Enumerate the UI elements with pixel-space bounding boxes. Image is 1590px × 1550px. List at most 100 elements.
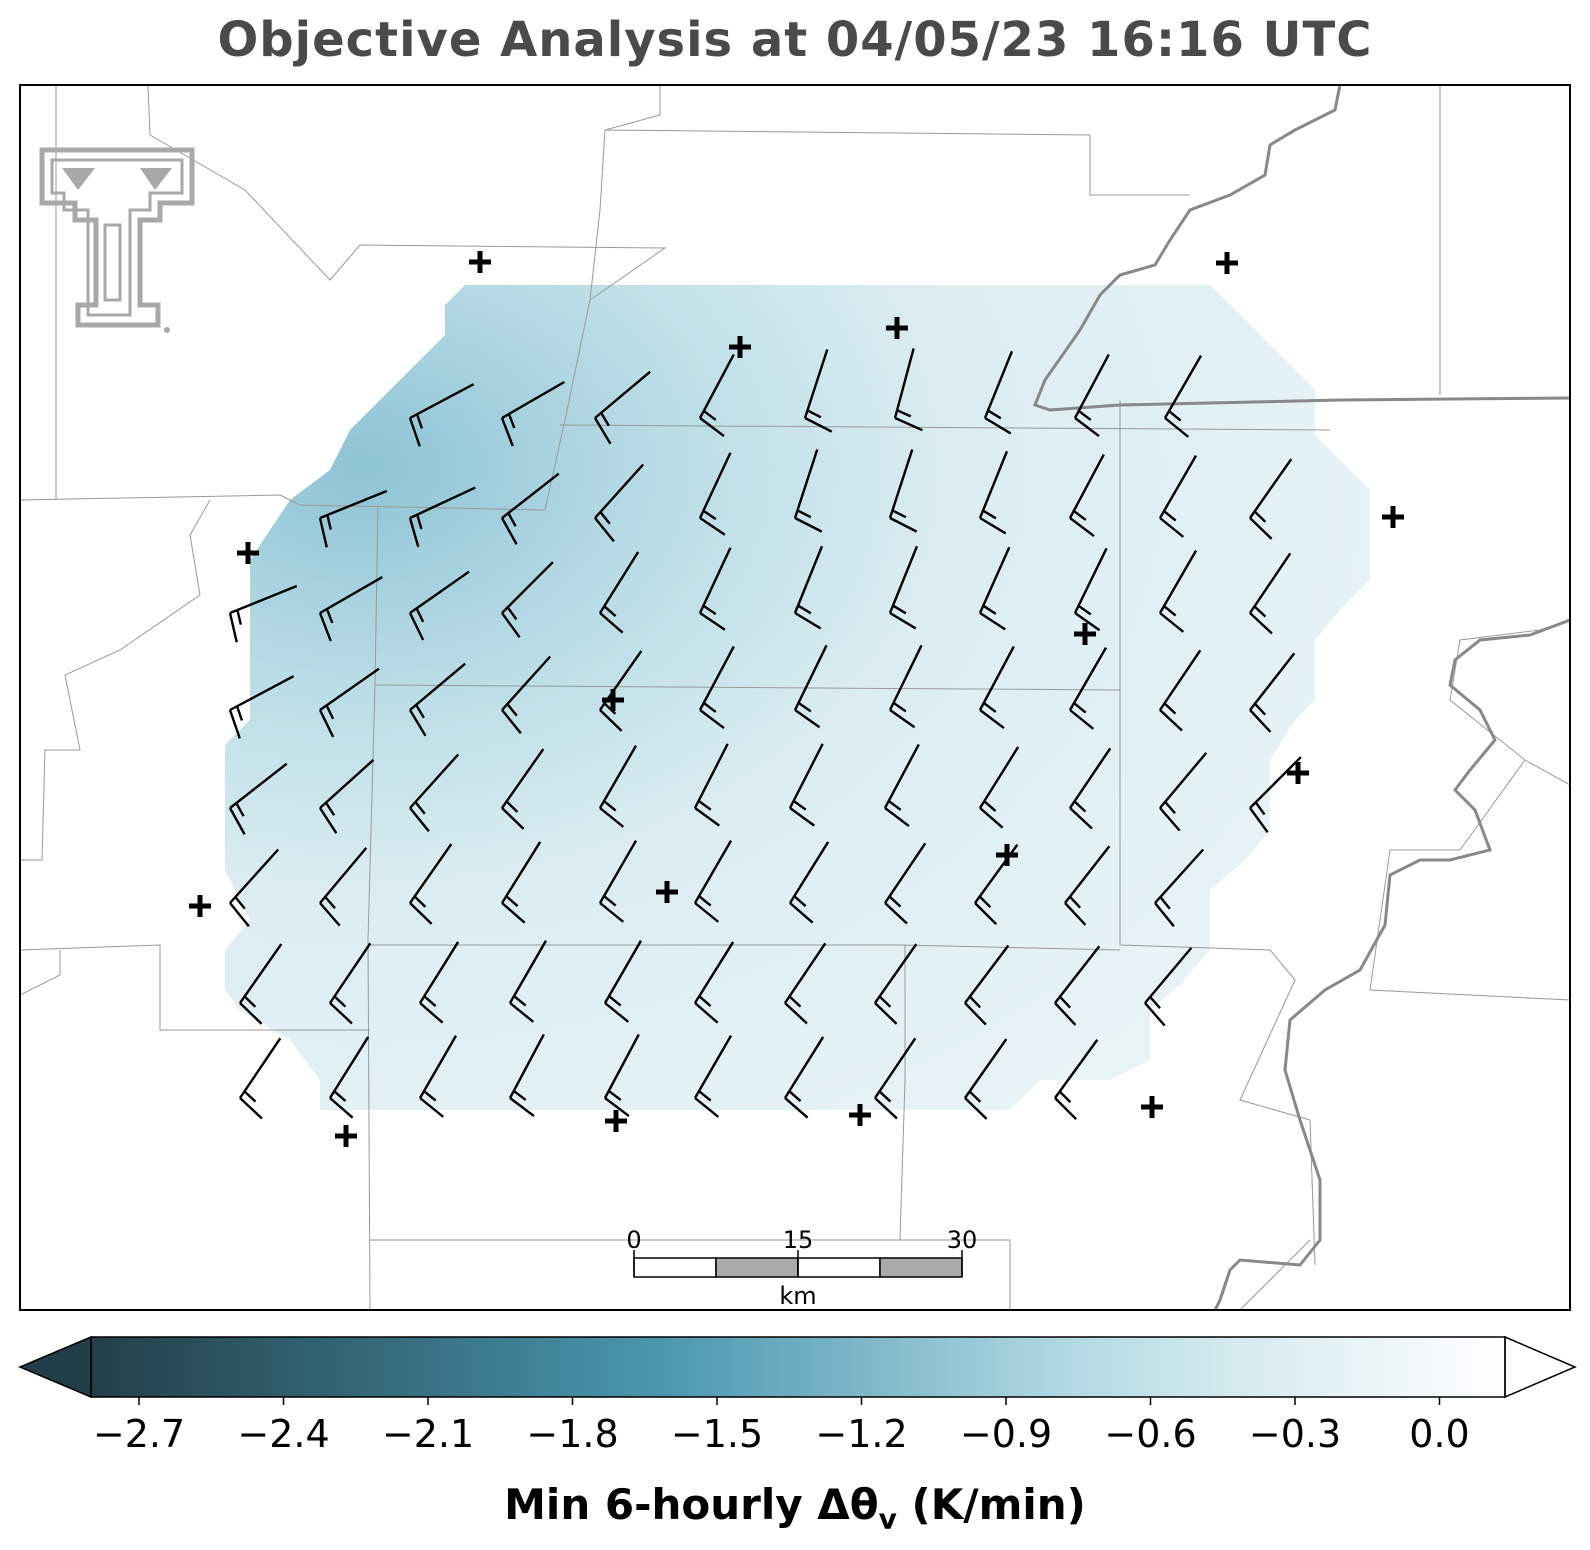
wind-barb-half-feather: [1073, 800, 1087, 813]
wind-barb: [418, 941, 460, 1004]
wind-barb: [693, 743, 729, 809]
wind-barb-feather: [699, 417, 725, 438]
plus-icon: [1141, 1096, 1163, 1118]
wind-barb-half-feather: [324, 896, 336, 909]
wind-barb-half-feather: [1254, 702, 1267, 716]
wind-barb-feather: [1154, 902, 1175, 928]
wind-barb: [793, 545, 824, 614]
wind-barb: [874, 1037, 917, 1099]
wind-barb-feather: [501, 807, 525, 830]
wind-barb: [239, 1037, 282, 1099]
wind-barb-feather: [1249, 807, 1269, 833]
scale-unit-label: km: [779, 1282, 816, 1310]
wind-barb: [328, 1036, 370, 1099]
wind-barb: [1163, 355, 1203, 419]
wind-barbs: [228, 348, 1302, 1121]
plus-icon: [1382, 506, 1404, 528]
wind-barb: [698, 547, 732, 614]
wind-barb-feather: [1249, 612, 1273, 635]
wind-barb-feather: [409, 807, 430, 833]
wind-barb: [874, 943, 918, 1004]
wind-barb-feather: [509, 1002, 535, 1023]
wind-barb: [501, 380, 565, 420]
wind-barb-half-feather: [234, 896, 246, 910]
wind-barb-feather: [239, 1002, 263, 1025]
wind-barb-half-feather: [968, 1090, 982, 1103]
wind-barb-feather: [599, 709, 623, 732]
plus-icon: [1287, 762, 1309, 784]
wind-barb: [329, 942, 372, 1004]
wind-barb-feather: [1069, 709, 1095, 730]
wind-barb: [978, 746, 1020, 809]
wind-barb-feather: [874, 1097, 898, 1120]
wind-barb: [693, 1035, 733, 1099]
wind-barb-feather: [894, 416, 923, 432]
wind-barb-feather: [318, 709, 335, 738]
wind-barb-feather: [694, 807, 720, 827]
wind-barb: [1054, 945, 1101, 1004]
wind-barb-feather: [694, 1002, 719, 1024]
wind-barb: [501, 561, 554, 614]
wind-barb: [978, 645, 1015, 711]
wind-barb-feather: [1144, 1002, 1166, 1027]
wind-barb-feather: [1249, 709, 1272, 733]
wind-barb-half-feather: [608, 1089, 622, 1101]
wind-barb-feather: [884, 807, 910, 828]
wind-barb-half-feather: [796, 509, 812, 519]
wind-barb-feather: [419, 1097, 445, 1118]
wind-barb-half-feather: [982, 509, 997, 520]
wind-barb-half-feather: [1253, 605, 1267, 618]
wind-barb-half-feather: [797, 604, 812, 615]
wind-barb: [788, 841, 830, 904]
wind-barb-feather: [889, 516, 918, 533]
wind-barb: [793, 644, 828, 711]
wind-barb: [229, 584, 298, 615]
wind-barb-half-feather: [892, 701, 907, 713]
plus-icon: [729, 336, 751, 358]
wind-barb-half-feather: [603, 702, 617, 715]
wind-barb: [418, 1035, 458, 1099]
colorbar-tick-label: −1.8: [526, 1412, 618, 1456]
wind-barb: [409, 486, 476, 520]
wind-barb-feather: [699, 612, 726, 631]
scale-tick-label: 0: [626, 1226, 641, 1254]
wind-barb-feather: [500, 517, 518, 545]
wind-barb: [698, 353, 735, 419]
wind-barb-half-feather: [513, 1089, 527, 1101]
wind-barb-feather: [874, 1002, 898, 1025]
wind-barb: [1073, 547, 1108, 614]
wind-barb: [1159, 649, 1202, 711]
wind-barb-half-feather: [1163, 702, 1177, 715]
wind-barb-feather: [964, 1097, 988, 1120]
wind-barb: [1144, 947, 1193, 1004]
wind-barb-half-feather: [599, 511, 611, 525]
plus-icon: [849, 1104, 871, 1126]
wind-barb: [978, 450, 1009, 519]
wind-barb: [964, 944, 1010, 1004]
wind-barb-feather: [408, 417, 421, 447]
wind-barb: [409, 662, 466, 711]
colorbar-tick-label: −0.3: [1249, 1412, 1341, 1456]
wind-barb-feather: [239, 1097, 263, 1120]
wind-barb: [1249, 652, 1296, 711]
wind-barb-feather: [889, 611, 917, 630]
wind-barb-half-feather: [878, 1090, 892, 1103]
wind-barb-feather: [500, 417, 514, 447]
wind-barb-feather: [599, 612, 624, 634]
wind-barb: [888, 644, 923, 711]
colorbar-tick-label: −0.6: [1104, 1412, 1196, 1456]
wind-barb-half-feather: [506, 703, 518, 717]
wind-barb: [1249, 552, 1292, 614]
colorbar: −2.7 −2.4 −2.1 −1.8 −1.5 −1.2 −0.9 −0.6 −0.3 0.0: [18, 1335, 1577, 1456]
wind-barb-half-feather: [697, 799, 712, 811]
wind-barb: [698, 452, 732, 519]
map-area: [20, 85, 1570, 1310]
wind-barb-half-feather: [1059, 995, 1072, 1009]
wind-barb-half-feather: [243, 995, 257, 1008]
wind-barb-half-feather: [702, 509, 717, 521]
wind-barb-feather: [604, 1097, 630, 1118]
wind-barb-half-feather: [888, 799, 902, 811]
wind-barb-feather: [329, 1097, 354, 1119]
colorbar-extend-low: [18, 1335, 92, 1399]
